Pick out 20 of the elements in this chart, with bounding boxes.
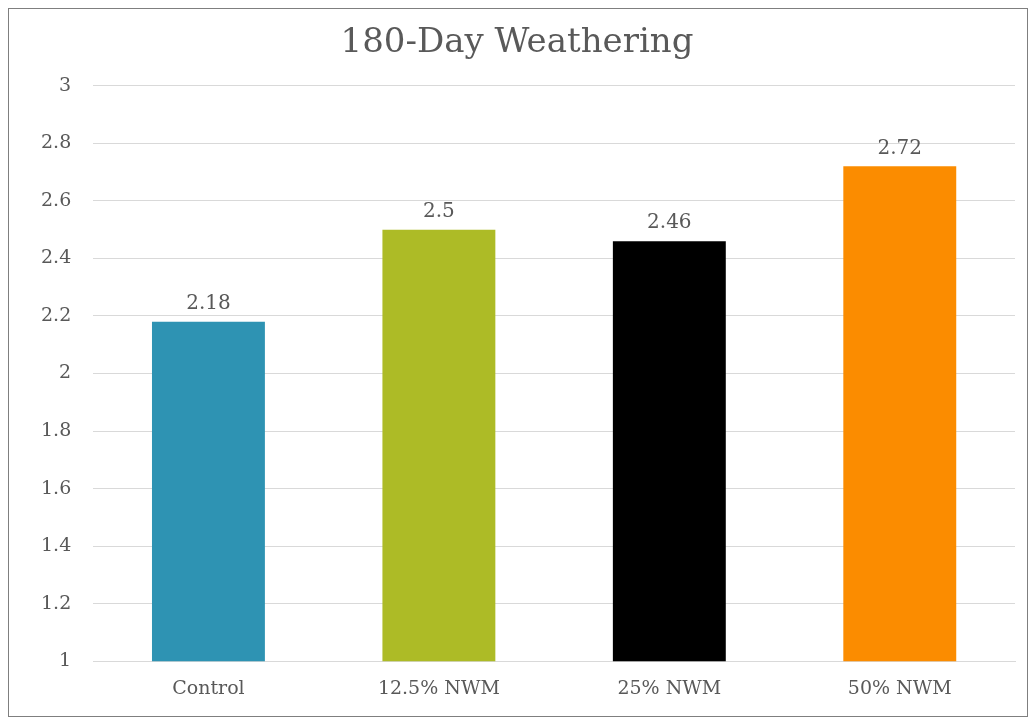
y-tick-label: 2.4: [41, 245, 72, 268]
y-tick-label: 3: [59, 72, 72, 95]
y-tick-label: 2.8: [41, 130, 72, 153]
x-tick-label: 25% NWM: [617, 675, 722, 698]
data-label: 2.46: [647, 209, 692, 234]
x-tick-label: 50% NWM: [847, 675, 952, 698]
y-tick-label: 2: [59, 360, 72, 383]
x-tick-label: 12.5% NWM: [377, 675, 500, 698]
y-tick-label: 1.6: [41, 475, 72, 498]
chart-title: 180-Day Weathering: [340, 20, 694, 61]
data-label: 2.5: [422, 197, 455, 222]
data-label: 2.72: [877, 134, 923, 159]
y-tick-label: 1.4: [41, 533, 72, 556]
y-tick-label: 2.6: [41, 187, 72, 210]
y-tick-label: 2.2: [41, 302, 72, 325]
y-tick-label: 1.8: [41, 417, 72, 440]
y-tick-label: 1.2: [41, 590, 72, 613]
x-tick-label: Control: [172, 675, 245, 698]
y-tick-label: 1: [59, 648, 72, 671]
data-label: 2.18: [186, 289, 231, 314]
